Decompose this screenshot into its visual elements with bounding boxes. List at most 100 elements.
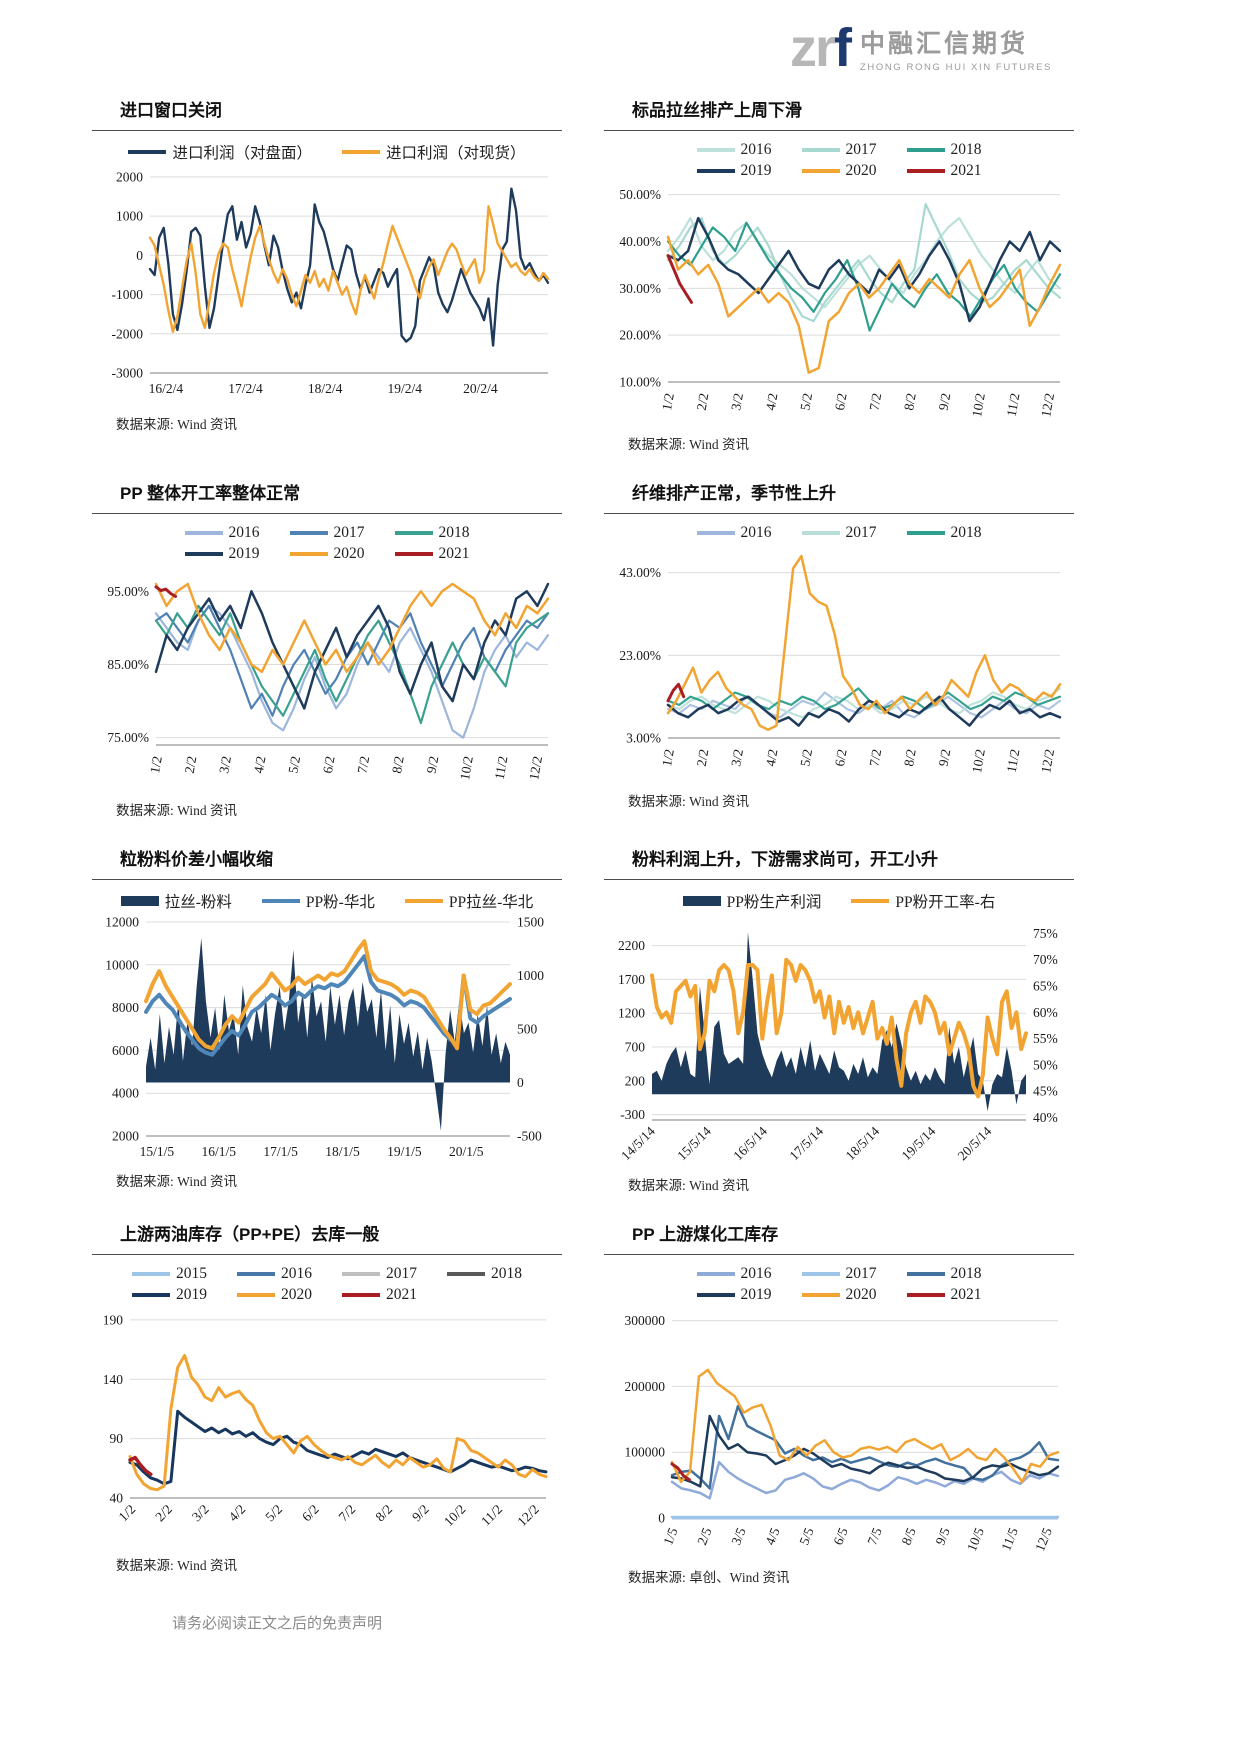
svg-text:0: 0 <box>136 248 143 263</box>
chart-title: 上游两油库存（PP+PE）去库一般 <box>92 1220 562 1255</box>
legend-label: 2020 <box>845 162 877 179</box>
svg-text:60%: 60% <box>1033 1005 1058 1020</box>
data-source: 数据来源: Wind 资讯 <box>628 794 749 809</box>
legend-swatch <box>906 148 945 152</box>
svg-text:4/2: 4/2 <box>226 1502 249 1525</box>
chart-title: 进口窗口关闭 <box>92 96 562 131</box>
data-source: 数据来源: Wind 资讯 <box>116 1174 237 1189</box>
legend-swatch <box>404 899 443 903</box>
legend-label: 2016 <box>740 1265 772 1282</box>
chart-plot: 2000 1000 0 -1000 -2000 -3000 16/2/4 17/2/4 18/2… <box>112 169 550 396</box>
svg-text:10/2: 10/2 <box>441 1502 469 1530</box>
svg-text:75.00%: 75.00% <box>107 730 149 745</box>
legend-swatch <box>906 1272 945 1276</box>
svg-text:11/2: 11/2 <box>1004 392 1023 418</box>
svg-text:8/2: 8/2 <box>372 1502 395 1525</box>
svg-text:-3000: -3000 <box>112 366 144 381</box>
chart-title: PP 整体开工率整体正常 <box>92 479 562 514</box>
legend-item: 2020 <box>801 1286 877 1304</box>
legend-item: 2021 <box>906 162 982 180</box>
legend-label: 2017 <box>333 524 365 541</box>
svg-text:300000: 300000 <box>625 1313 666 1328</box>
legend-swatch <box>120 896 159 906</box>
svg-text:2/5: 2/5 <box>694 1525 714 1547</box>
page-footer: 请务必阅读正文之后的免责声明 <box>172 1612 1240 1633</box>
legend-swatch <box>342 1293 380 1297</box>
svg-text:4/2: 4/2 <box>251 755 269 775</box>
svg-text:10/5: 10/5 <box>964 1525 987 1553</box>
svg-text:1700: 1700 <box>618 972 645 987</box>
svg-text:19/1/5: 19/1/5 <box>387 1144 422 1159</box>
legend-label: PP粉开工率-右 <box>895 894 996 911</box>
logo-name-cn: 中融汇信期货 <box>859 30 1028 58</box>
svg-text:11/2: 11/2 <box>492 755 511 781</box>
legend-item: 进口利润（对现货） <box>342 141 526 163</box>
legend-label: 2018 <box>491 1265 522 1282</box>
legend-item: 2017 <box>801 1265 877 1283</box>
svg-text:6/2: 6/2 <box>832 748 850 768</box>
svg-text:5/2: 5/2 <box>262 1502 285 1525</box>
svg-text:0: 0 <box>517 1075 524 1090</box>
svg-text:10/2: 10/2 <box>969 748 988 774</box>
svg-text:2200: 2200 <box>618 938 645 953</box>
legend-item: 2016 <box>696 1265 772 1283</box>
legend-swatch <box>801 148 840 152</box>
legend-item: 2016 <box>696 141 772 159</box>
legend-item: PP粉生产利润 <box>682 890 822 912</box>
svg-text:2/2: 2/2 <box>694 748 712 768</box>
svg-text:19/5/14: 19/5/14 <box>899 1123 939 1163</box>
legend-label: 2017 <box>845 524 877 541</box>
svg-text:190: 190 <box>103 1312 124 1327</box>
svg-text:8/2: 8/2 <box>389 755 407 775</box>
svg-text:50.00%: 50.00% <box>619 187 661 202</box>
svg-text:10000: 10000 <box>105 957 139 972</box>
chart-title: PP 上游煤化工库存 <box>604 1220 1074 1255</box>
svg-text:6/2: 6/2 <box>832 392 850 412</box>
legend-swatch <box>132 1272 170 1276</box>
svg-text:1200: 1200 <box>618 1006 645 1021</box>
svg-text:7/2: 7/2 <box>866 748 884 768</box>
svg-text:8/5: 8/5 <box>898 1525 918 1547</box>
svg-text:4/5: 4/5 <box>762 1525 782 1547</box>
svg-text:2000: 2000 <box>116 169 143 184</box>
svg-text:140: 140 <box>103 1372 124 1387</box>
svg-text:2000: 2000 <box>112 1129 139 1144</box>
svg-text:40%: 40% <box>1033 1110 1058 1125</box>
logo-f-text: f <box>833 18 852 79</box>
charts-grid: 进口窗口关闭 进口利润（对盘面） 进口利润（对现货） 2000 1000 0 -1000… <box>0 96 1240 1586</box>
legend-swatch <box>394 531 433 535</box>
svg-text:9/2: 9/2 <box>936 392 954 412</box>
svg-text:2/2: 2/2 <box>182 755 200 775</box>
svg-text:8/2: 8/2 <box>901 748 919 768</box>
legend-swatch <box>682 896 721 906</box>
svg-text:5/5: 5/5 <box>796 1525 816 1547</box>
svg-text:1000: 1000 <box>517 968 544 983</box>
chart-title: 粒粉料价差小幅收缩 <box>92 845 562 880</box>
svg-text:55%: 55% <box>1033 1031 1058 1046</box>
chart-title: 标品拉丝排产上周下滑 <box>604 96 1074 131</box>
legend-item: 2017 <box>801 141 877 159</box>
data-source: 数据来源: Wind 资讯 <box>116 1558 237 1573</box>
svg-text:1500: 1500 <box>517 915 544 930</box>
chart-legend: 2016 2017 2018 2019 2020 2021 <box>604 141 1074 180</box>
svg-text:-1000: -1000 <box>112 287 144 302</box>
svg-text:-500: -500 <box>517 1129 542 1144</box>
legend-label: PP粉生产利润 <box>726 894 822 911</box>
legend-swatch <box>261 899 300 903</box>
legend-label: 2021 <box>438 545 470 562</box>
legend-item: 2021 <box>906 1286 982 1304</box>
svg-text:30.00%: 30.00% <box>619 281 661 296</box>
legend-label: 2021 <box>386 1286 417 1303</box>
legend-item: 2021 <box>394 545 470 563</box>
svg-text:3/2: 3/2 <box>728 392 746 412</box>
legend-label: 进口利润（对现货） <box>386 145 526 162</box>
data-source: 数据来源: Wind 资讯 <box>628 437 749 452</box>
legend-item: PP拉丝-华北 <box>404 890 533 912</box>
chart-legend: 2016 2017 2018 <box>604 524 1074 542</box>
svg-text:11/2: 11/2 <box>1004 748 1023 774</box>
svg-text:20/1/5: 20/1/5 <box>449 1144 484 1159</box>
legend-label: 2019 <box>228 545 260 562</box>
legend-label: 2019 <box>740 1286 772 1303</box>
data-source: 数据来源: Wind 资讯 <box>628 1178 749 1193</box>
